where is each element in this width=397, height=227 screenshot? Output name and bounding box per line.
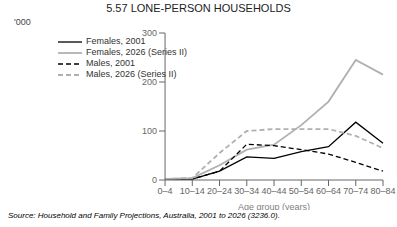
svg-text:Age group (years): Age group (years)	[238, 202, 310, 210]
svg-text:70–74: 70–74	[343, 186, 368, 196]
svg-text:0–4: 0–4	[158, 186, 173, 196]
svg-text:10–14: 10–14	[180, 186, 205, 196]
svg-text:60–64: 60–64	[316, 186, 341, 196]
svg-text:0: 0	[152, 175, 157, 185]
html-text:Females, 2026 (Series II): Females, 2026 (Series II)	[86, 47, 187, 57]
svg-text:30–34: 30–34	[234, 186, 259, 196]
svg-text:100: 100	[142, 126, 157, 136]
svg-text:50–54: 50–54	[289, 186, 314, 196]
svg-text:80–84: 80–84	[370, 186, 389, 196]
html-text:5.57 LONE-PERSON HOUSEHOLDS: 5.57 LONE-PERSON HOUSEHOLDS	[106, 2, 291, 14]
svg-text:40–44: 40–44	[262, 186, 287, 196]
html-text:Males, 2026 (Series II): Males, 2026 (Series II)	[86, 69, 177, 79]
html-text:'000: '000	[14, 17, 31, 27]
html-text:Source: Household and Family P: Source: Household and Family Projections…	[8, 211, 280, 220]
html-text:Males, 2001: Males, 2001	[86, 58, 135, 68]
svg-text:20–24: 20–24	[207, 186, 232, 196]
html-text:Females, 2001: Females, 2001	[86, 36, 146, 46]
svg-text:300: 300	[142, 28, 157, 38]
svg-text:200: 200	[142, 77, 157, 87]
